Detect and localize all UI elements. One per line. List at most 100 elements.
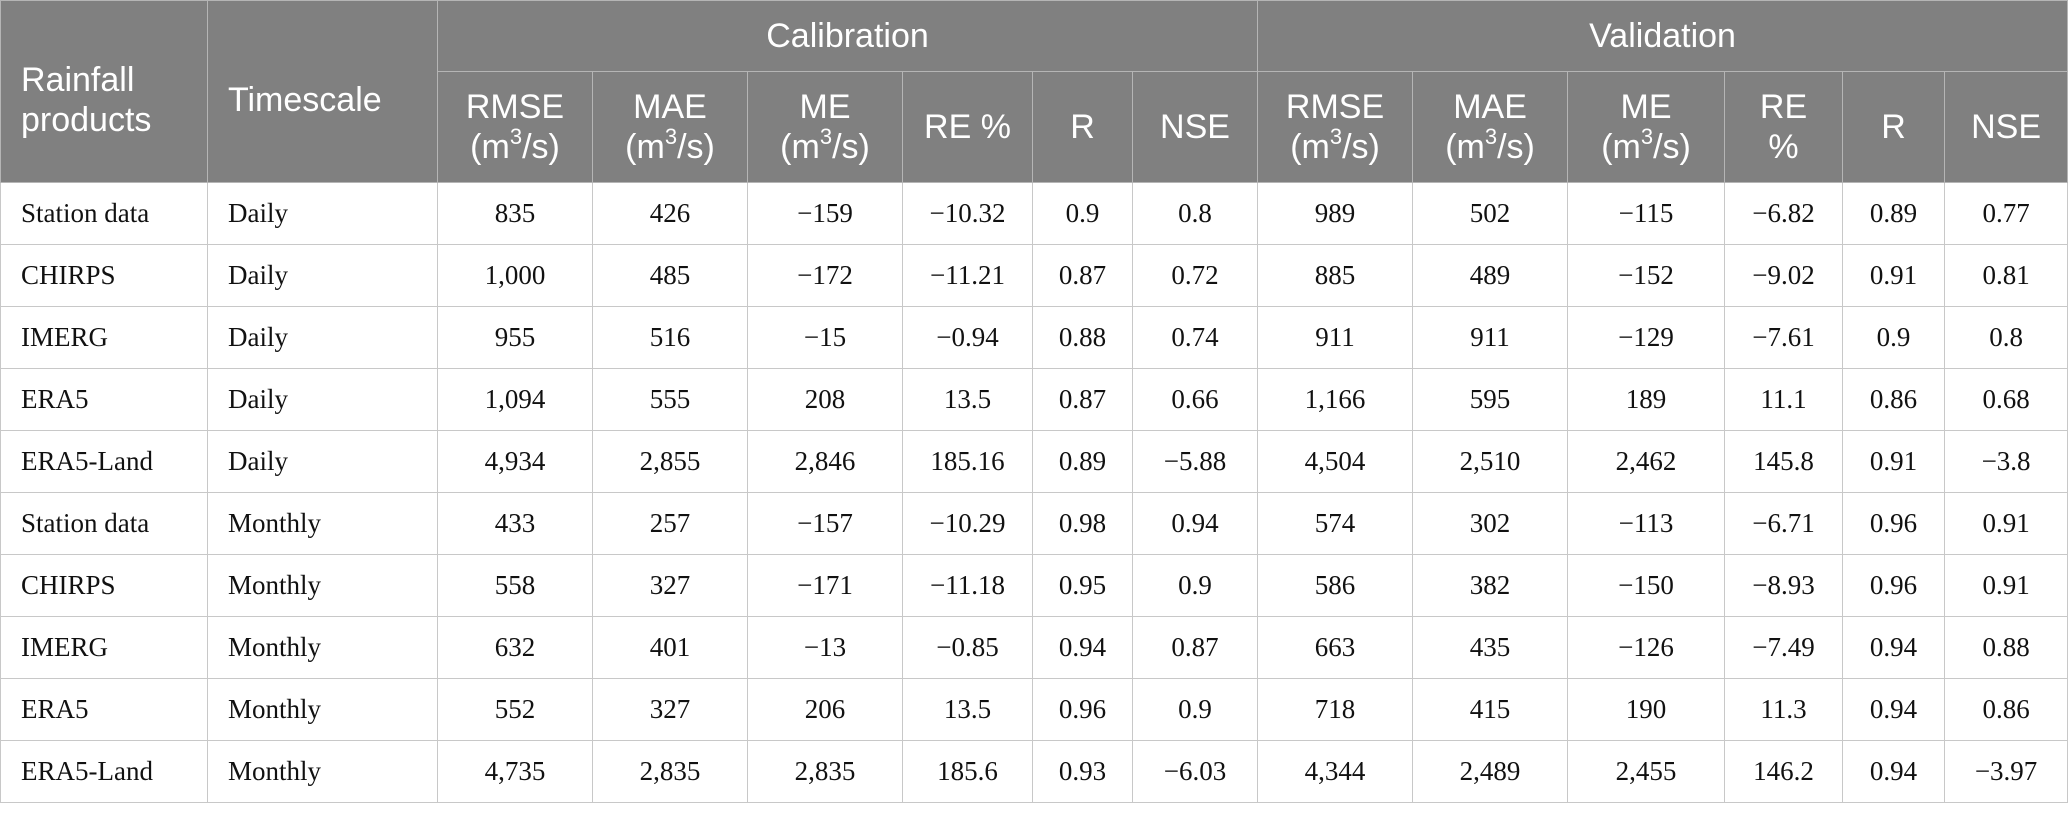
cell-timescale: Monthly — [207, 678, 438, 741]
cell-value: −9.02 — [1724, 244, 1844, 307]
cell-value: 185.16 — [902, 430, 1033, 493]
cell-value: 2,855 — [592, 430, 748, 493]
metric-name: R — [1070, 108, 1095, 146]
cell-value: 552 — [437, 678, 593, 741]
cell-product: Station data — [0, 492, 208, 555]
cell-value: 0.89 — [1032, 430, 1133, 493]
metric-name: RMSE — [1285, 88, 1385, 126]
cell-value: −129 — [1567, 306, 1726, 369]
table-row: CHIRPS Daily 1,000 485 −172 −11.21 0.87 0.72 885… — [0, 244, 2068, 307]
cell-value: 0.87 — [1032, 368, 1133, 431]
cell-value: 955 — [437, 306, 593, 369]
cell-value: 206 — [747, 678, 903, 741]
cell-value: −10.32 — [902, 182, 1033, 245]
cell-value: 426 — [592, 182, 748, 245]
cell-value: 2,489 — [1412, 740, 1569, 803]
cell-value: 435 — [1412, 616, 1569, 679]
cell-value: −13 — [747, 616, 903, 679]
cell-timescale: Monthly — [207, 492, 438, 555]
cell-value: 0.8 — [1131, 182, 1259, 245]
header-metric-calibration-mae: MAE (m3/s) — [592, 71, 748, 183]
cell-product: IMERG — [0, 616, 208, 679]
cell-value: 327 — [592, 678, 748, 741]
cell-value: 0.94 — [1131, 492, 1259, 555]
cell-value: 0.98 — [1032, 492, 1133, 555]
metric-name: NSE — [1160, 108, 1230, 146]
cell-timescale: Daily — [207, 244, 438, 307]
cell-product: Station data — [0, 182, 208, 245]
table-row: ERA5-Land Monthly 4,735 2,835 2,835 185.6 0.93… — [0, 740, 2068, 803]
cell-value: 0.68 — [1944, 368, 2068, 431]
cell-value: 185.6 — [902, 740, 1033, 803]
cell-value: 1,166 — [1257, 368, 1414, 431]
header-timescale: Timescale — [207, 0, 438, 183]
header-metric-calibration-me: ME (m3/s) — [747, 71, 903, 183]
metric-name: R — [1881, 108, 1906, 146]
cell-value: −126 — [1567, 616, 1726, 679]
header-metric-calibration-nse: NSE — [1131, 71, 1259, 183]
cell-value: −152 — [1567, 244, 1726, 307]
cell-value: 2,455 — [1567, 740, 1726, 803]
metric-name-line2: % — [1768, 128, 1799, 166]
header-calibration: Calibration — [436, 0, 1259, 72]
cell-value: 718 — [1257, 678, 1414, 741]
cell-value: 0.87 — [1032, 244, 1133, 307]
cell-value: 0.9 — [1032, 182, 1133, 245]
cell-product: IMERG — [0, 306, 208, 369]
cell-value: 2,835 — [592, 740, 748, 803]
metric-unit: (m3/s) — [470, 123, 560, 166]
metric-name: ME — [1620, 88, 1672, 126]
cell-value: 0.87 — [1131, 616, 1259, 679]
metric-unit: (m3/s) — [1290, 123, 1380, 166]
table-body: Station data Daily 835 426 −159 −10.32 0.9 0.8 9… — [0, 182, 2068, 803]
header-metric-validation-nse: NSE — [1944, 71, 2068, 183]
cell-value: 11.3 — [1724, 678, 1844, 741]
cell-value: 4,934 — [437, 430, 593, 493]
cell-value: 257 — [592, 492, 748, 555]
table-row: ERA5-Land Daily 4,934 2,855 2,846 185.16 0.89−… — [0, 430, 2068, 493]
cell-value: −172 — [747, 244, 903, 307]
cell-value: 489 — [1412, 244, 1569, 307]
cell-value: 0.91 — [1944, 554, 2068, 617]
cell-value: 663 — [1257, 616, 1414, 679]
cell-value: −3.8 — [1944, 430, 2068, 493]
cell-value: 835 — [437, 182, 593, 245]
cell-value: −113 — [1567, 492, 1726, 555]
cell-value: 190 — [1567, 678, 1726, 741]
cell-value: 0.9 — [1842, 306, 1946, 369]
table-row: IMERG Daily 955 516 −15 −0.94 0.88 0.74 911 911 −1… — [0, 306, 2068, 369]
cell-value: 0.91 — [1944, 492, 2068, 555]
header-validation: Validation — [1257, 0, 2068, 72]
cell-value: −15 — [747, 306, 903, 369]
cell-value: 0.8 — [1944, 306, 2068, 369]
metric-unit: (m3/s) — [1445, 123, 1535, 166]
cell-value: 2,846 — [747, 430, 903, 493]
cell-timescale: Monthly — [207, 616, 438, 679]
cell-value: 1,000 — [437, 244, 593, 307]
header-metric-validation-mae: MAE (m3/s) — [1412, 71, 1569, 183]
cell-value: 4,735 — [437, 740, 593, 803]
cell-value: 911 — [1257, 306, 1414, 369]
cell-value: 989 — [1257, 182, 1414, 245]
cell-value: −0.85 — [902, 616, 1033, 679]
cell-value: 415 — [1412, 678, 1569, 741]
cell-value: 516 — [592, 306, 748, 369]
cell-value: 0.74 — [1131, 306, 1259, 369]
cell-timescale: Monthly — [207, 740, 438, 803]
cell-value: 632 — [437, 616, 593, 679]
cell-value: 0.88 — [1944, 616, 2068, 679]
cell-value: 0.9 — [1131, 678, 1259, 741]
cell-value: 2,510 — [1412, 430, 1569, 493]
metric-name: ME — [799, 88, 851, 126]
cell-value: −115 — [1567, 182, 1726, 245]
cell-value: −11.18 — [902, 554, 1033, 617]
cell-value: 485 — [592, 244, 748, 307]
cell-timescale: Daily — [207, 306, 438, 369]
cell-value: 0.72 — [1131, 244, 1259, 307]
cell-value: 13.5 — [902, 368, 1033, 431]
results-table: Rainfall products Timescale Calibration … — [0, 0, 2068, 803]
metric-name: MAE — [633, 88, 707, 126]
cell-value: 4,504 — [1257, 430, 1414, 493]
metric-name: NSE — [1971, 108, 2042, 146]
cell-value: −6.71 — [1724, 492, 1844, 555]
